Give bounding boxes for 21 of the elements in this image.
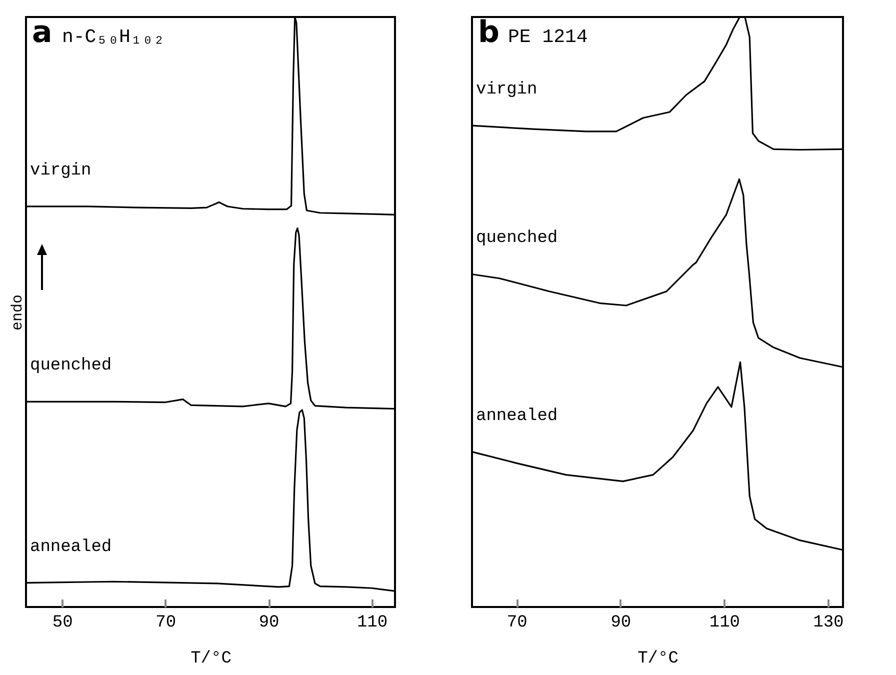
series-label: virgin	[476, 80, 538, 100]
y-axis-title: endo	[10, 294, 26, 331]
text: n-C₅₀H₁₀₂	[62, 26, 165, 48]
x-tick-label: 50	[52, 614, 73, 632]
x-tick-label: 70	[506, 614, 528, 632]
series-label: quenched	[476, 229, 558, 248]
x-tick-label: 110	[356, 614, 388, 632]
x-axis-title: T/°C	[638, 650, 678, 668]
x-tick-label: 130	[813, 614, 844, 632]
x-tick-label: 90	[610, 614, 632, 632]
chart-title: b	[478, 15, 500, 50]
series-label: quenched	[30, 356, 112, 376]
x-tick-label: 90	[258, 614, 280, 632]
series-label: annealed	[30, 538, 112, 557]
chart-title: a	[32, 15, 52, 50]
x-tick-label: 70	[156, 614, 176, 632]
x-tick-label: 110	[709, 614, 740, 632]
series-label: virgin	[30, 161, 92, 180]
text: PE 1214	[508, 26, 588, 48]
series-label: annealed	[476, 406, 558, 426]
x-axis-title: T/°C	[190, 650, 232, 668]
